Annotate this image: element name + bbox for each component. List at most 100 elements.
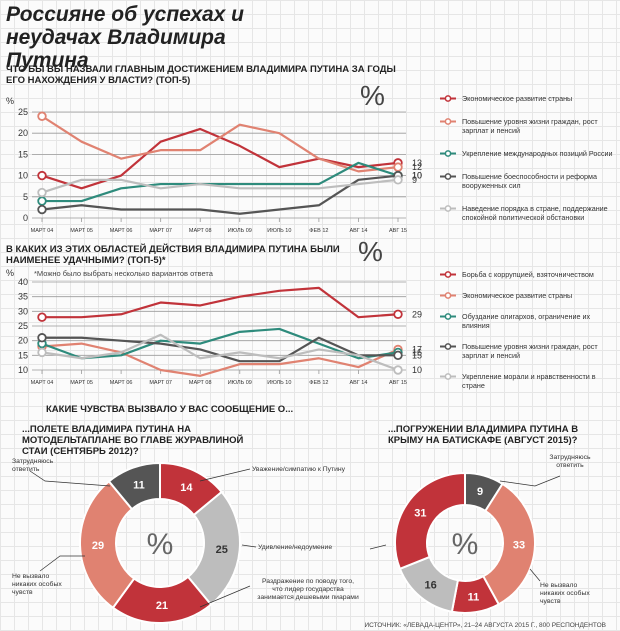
- donut1-slice-3: [79, 479, 136, 610]
- x-tick-label: МАРТ 07: [149, 228, 172, 234]
- legend-item: Укрепление международных позиций России: [440, 149, 618, 158]
- leader-donut2-none: [529, 568, 541, 582]
- series-line-2: [41, 327, 399, 360]
- legend-swatch: [440, 173, 456, 180]
- y-tick-label: 10: [18, 171, 28, 181]
- x-tick-label: АВГ 14: [349, 228, 367, 234]
- legend-label: Обуздание олигархов, ограничение их влия…: [462, 312, 591, 330]
- legend-item: Экономическое развитие страны: [440, 94, 618, 103]
- annotation-surprise: Удивление/недоумение: [258, 544, 332, 551]
- legend-item: Наведение порядка в стране, поддержание …: [440, 204, 618, 222]
- annotation-donut1-undecided-line: Затрудняюсь: [12, 458, 54, 465]
- annotation-donut2-undecided: Затрудняюсь ответить: [549, 454, 591, 469]
- chart2-question: В КАКИХ ИЗ ЭТИХ ОБЛАСТЕЙ ДЕЙСТВИЯ ВЛАДИМ…: [6, 244, 340, 266]
- legend-swatch: [440, 271, 456, 278]
- y-tick-label: 20: [18, 336, 28, 346]
- x-tick-label: ИЮЛЬ 10: [267, 380, 291, 386]
- series-point-1-0: [37, 111, 47, 121]
- series-end-label-0: 29: [412, 309, 422, 319]
- legend-swatch-marker: [444, 343, 452, 350]
- series-line-4: [41, 333, 399, 372]
- x-tick-label: МАРТ 08: [189, 380, 212, 386]
- donut2-center-percent: %: [452, 528, 479, 561]
- series-line-4: [41, 178, 399, 194]
- x-tick-label: МАРТ 04: [31, 380, 54, 386]
- line-chart-failures: 10 15 20 25 30 35 40 МАРТ 04 МАРТ 05 МАРТ 06 МАРТ …: [18, 277, 422, 386]
- legend-label: Укрепление морали и нравственности в стр…: [462, 372, 596, 390]
- x-tick-label: АВГ 14: [349, 380, 367, 386]
- y-tick-label: 20: [18, 128, 28, 138]
- x-tick-label: ИЮЛЬ 09: [228, 380, 252, 386]
- legend-swatch-marker: [444, 373, 452, 380]
- page-title: Россияне об успехах и неудачах Владимира…: [6, 3, 244, 72]
- donut1-slice-value-0: 14: [180, 482, 193, 494]
- legend-swatch: [440, 95, 456, 102]
- series-line-1: [41, 342, 399, 377]
- series-point-0-0: [37, 312, 47, 322]
- section3-title: КАКИЕ ЧУВСТВА ВЫЗВАЛО У ВАС СООБЩЕНИЕ О.…: [46, 404, 294, 415]
- y-tick-label: 15: [18, 149, 28, 159]
- series-point-3-0: [37, 333, 47, 343]
- legend-label: Повышение боеспособности и реформа воору…: [462, 172, 597, 190]
- line-chart-achievements: 0 5 10 15 20 25 МАРТ 04 МАРТ 05 МАРТ 06 МАРТ 07 МА…: [18, 107, 422, 234]
- legend-swatch: [440, 205, 456, 212]
- x-tick-label: ФЕВ 12: [309, 228, 328, 234]
- x-tick-label: МАРТ 05: [70, 380, 93, 386]
- legend-swatch-marker: [444, 150, 452, 157]
- x-tick-label: МАРТ 08: [189, 228, 212, 234]
- donut2-slice-value-1: 33: [513, 540, 525, 552]
- annotation-donut1-undecided-line: ответить: [12, 466, 40, 473]
- y-tick-label: 15: [18, 350, 28, 360]
- legend-swatch-marker: [444, 313, 452, 320]
- legend-swatch: [440, 373, 456, 380]
- series-point-4-9: [393, 365, 403, 375]
- annotation-donut2-none: Не вызвало никаких особых чувств: [540, 582, 590, 605]
- legend-label: Повышение уровня жизни граждан, рост зар…: [462, 117, 598, 135]
- series-point-0-0: [37, 170, 47, 181]
- chart2-legend: Борьба с коррупцией, взяточничеством Экон…: [440, 270, 618, 402]
- legend-item: Укрепление морали и нравственности в стр…: [440, 372, 618, 390]
- legend-swatch: [440, 313, 456, 320]
- donut1-slice-value-1: 25: [216, 544, 228, 556]
- leader-donut2-undecided: [499, 475, 561, 487]
- series-end-label-3: 15: [412, 350, 422, 360]
- series-end-label-3: 10: [412, 171, 422, 181]
- series-end-label-0: 13: [412, 158, 422, 168]
- donut2-question: ...ПОГРУЖЕНИИ ВЛАДИМИРА ПУТИНА В КРЫМУ Н…: [388, 424, 579, 446]
- annotation-donut2-undecided-line: Затрудняюсь: [549, 454, 591, 461]
- annotation-respect: Уважение/симпатию к Путину: [252, 466, 346, 473]
- leader-irritation: [199, 585, 251, 608]
- legend-swatch-marker: [444, 205, 452, 212]
- y-tick-label: 35: [18, 292, 28, 302]
- legend-swatch-marker: [444, 173, 452, 180]
- series-line-2: [42, 161, 399, 203]
- chart1-question: ЧТО БЫ ВЫ НАЗВАЛИ ГЛАВНЫМ ДОСТИЖЕНИЕМ ВЛ…: [6, 64, 396, 86]
- donut1-slice-4: [107, 461, 161, 511]
- leader-surprise: [241, 544, 257, 548]
- legend-swatch-marker: [444, 292, 452, 299]
- series-point-1-9: [393, 162, 403, 172]
- annotation-irritation-line: занимается дешевыми пиарами: [257, 594, 359, 601]
- chart2-unit: %: [6, 268, 15, 278]
- leader-respect: [199, 468, 251, 482]
- annotation-donut2-none-line: чувств: [540, 598, 561, 605]
- series-point-2-0: [37, 196, 47, 206]
- legend-label: Экономическое развитие страны: [462, 94, 573, 103]
- legend-swatch: [440, 343, 456, 350]
- series-point-4-0: [37, 347, 47, 358]
- y-tick-label: 25: [18, 321, 28, 331]
- annotation-respect-line: Уважение/симпатию к Путину: [252, 466, 346, 473]
- donut1-center-percent: %: [147, 528, 174, 561]
- y-tick-label: 10: [18, 365, 28, 375]
- legend-swatch: [440, 118, 456, 125]
- series-line-0: [42, 286, 399, 319]
- legend-label: Экономическое развитие страны: [462, 291, 573, 300]
- leader-donut1-none: [39, 555, 85, 572]
- series-end-label-2: 10: [412, 171, 422, 181]
- legend-label: Наведение порядка в стране, поддержание …: [462, 204, 608, 222]
- chart2-percent-sign: %: [358, 236, 383, 267]
- annotation-irritation-line: Раздражение по поводу того,: [262, 578, 354, 585]
- y-tick-label: 40: [18, 277, 28, 287]
